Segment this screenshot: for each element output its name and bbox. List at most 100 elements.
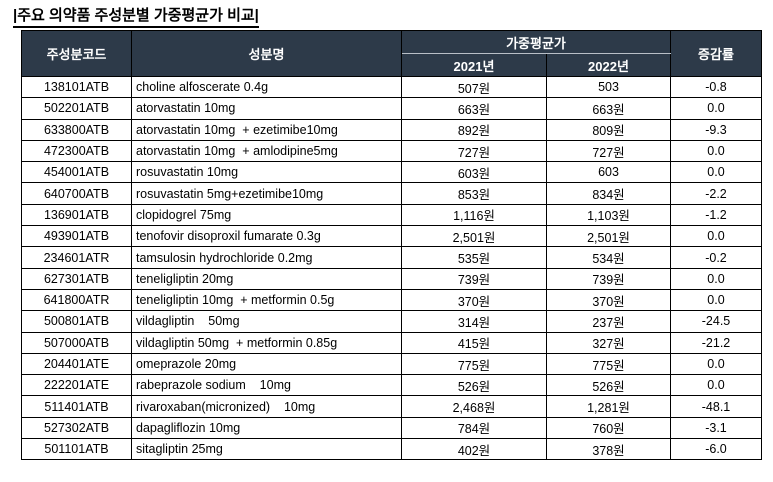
cell-price-2022: 834원	[546, 182, 671, 205]
header-code: 주성분코드	[21, 30, 132, 77]
cell-change-rate: -48.1	[670, 395, 762, 418]
cell-price-2021: 370원	[401, 288, 547, 312]
cell-code: 633800ATB	[21, 118, 132, 141]
cell-name: dapagliflozin 10mg	[131, 416, 402, 440]
table-row: 511401ATB rivaroxaban(micronized) 10mg 2,4…	[21, 395, 762, 418]
cell-code: 454001ATB	[21, 161, 132, 184]
cell-name: omeprazole 20mg	[131, 352, 402, 376]
cell-price-2022: 237원	[546, 310, 671, 333]
table-row: 501101ATB sitagliptin 25mg 402원 378원 -6.0	[21, 438, 762, 461]
cell-price-2021: 603원	[401, 161, 547, 184]
cell-name: tenofovir disoproxil fumarate 0.3g	[131, 225, 402, 248]
cell-name: rosuvastatin 10mg	[131, 161, 402, 184]
cell-code: 136901ATB	[21, 203, 132, 227]
table-row: 507000ATB vildagliptin 50mg + metformin 0…	[21, 331, 762, 354]
cell-change-rate: 0.0	[670, 267, 762, 290]
header-row-years: 2021년 2022년	[22, 53, 762, 77]
header-name: 성분명	[131, 30, 402, 77]
cell-code: 472300ATB	[21, 139, 132, 163]
cell-code: 138101ATB	[21, 75, 132, 99]
cell-change-rate: -0.8	[670, 75, 762, 99]
cell-change-rate: 0.0	[670, 352, 762, 376]
cell-price-2022: 526원	[546, 374, 671, 397]
cell-price-2022: 603	[546, 161, 671, 184]
cell-price-2022: 663원	[546, 97, 671, 120]
cell-price-2021: 853원	[401, 182, 547, 205]
cell-name: rivaroxaban(micronized) 10mg	[131, 395, 402, 418]
cell-price-2022: 760원	[546, 416, 671, 440]
cell-code: 640700ATB	[21, 182, 132, 205]
cell-price-2021: 1,116원	[401, 203, 547, 227]
cell-change-rate: -1.2	[670, 203, 762, 227]
cell-change-rate: -21.2	[670, 331, 762, 354]
header-year-2021: 2021년	[401, 53, 547, 77]
cell-price-2022: 370원	[546, 288, 671, 312]
cell-name: atorvastatin 10mg	[131, 97, 402, 120]
cell-change-rate: 0.0	[670, 161, 762, 184]
header-year-2022: 2022년	[546, 53, 671, 77]
cell-change-rate: 0.0	[670, 374, 762, 397]
cell-price-2021: 314원	[401, 310, 547, 333]
cell-code: 511401ATB	[21, 395, 132, 418]
cell-name: rabeprazole sodium 10mg	[131, 374, 402, 397]
cell-price-2022: 1,281원	[546, 395, 671, 418]
table-row: 502201ATB atorvastatin 10mg 663원 663원 0.0	[21, 97, 762, 120]
cell-change-rate: -2.2	[670, 182, 762, 205]
cell-change-rate: -6.0	[670, 438, 762, 461]
cell-price-2022: 739원	[546, 267, 671, 290]
cell-name: choline alfoscerate 0.4g	[131, 75, 402, 99]
cell-name: vildagliptin 50mg + metformin 0.85g	[131, 331, 402, 354]
cell-price-2022: 775원	[546, 352, 671, 376]
table-row: 136901ATB clopidogrel 75mg 1,116원 1,103원 -1.…	[21, 203, 762, 227]
cell-change-rate: 0.0	[670, 225, 762, 248]
table-row: 222201ATE rabeprazole sodium 10mg 526원 526원…	[21, 374, 762, 397]
cell-price-2021: 663원	[401, 97, 547, 120]
table-row: 527302ATB dapagliflozin 10mg 784원 760원 -3.1	[21, 416, 762, 440]
table-row: 138101ATB choline alfoscerate 0.4g 507원 503…	[21, 75, 762, 99]
cell-name: teneligliptin 10mg + metformin 0.5g	[131, 288, 402, 312]
cell-price-2022: 378원	[546, 438, 671, 461]
cell-price-2022: 727원	[546, 139, 671, 163]
cell-price-2022: 503	[546, 75, 671, 99]
cell-price-2021: 727원	[401, 139, 547, 163]
cell-code: 507000ATB	[21, 331, 132, 354]
table-row: 627301ATB teneligliptin 20mg 739원 739원 0.0	[21, 267, 762, 290]
cell-code: 501101ATB	[21, 438, 132, 461]
cell-price-2021: 739원	[401, 267, 547, 290]
cell-change-rate: -3.1	[670, 416, 762, 440]
cell-code: 234601ATR	[21, 246, 132, 269]
header-row-top: 주성분코드 성분명 가중평균가 증감률	[21, 30, 762, 77]
cell-code: 204401ATE	[21, 352, 132, 376]
table-header: 주성분코드 성분명 가중평균가 증감률 2021년 2022년	[21, 30, 762, 77]
cell-price-2022: 2,501원	[546, 225, 671, 248]
cell-code: 527302ATB	[21, 416, 132, 440]
table-row: 472300ATB atorvastatin 10mg + amlodipine5…	[21, 139, 762, 163]
cell-change-rate: 0.0	[670, 97, 762, 120]
header-change: 증감률	[670, 30, 762, 77]
cell-price-2021: 775원	[401, 352, 547, 376]
price-comparison-table: 주성분코드 성분명 가중평균가 증감률 2021년 2022년 138101AT…	[21, 30, 762, 461]
cell-change-rate: -0.2	[670, 246, 762, 269]
cell-price-2022: 534원	[546, 246, 671, 269]
cell-price-2021: 2,501원	[401, 225, 547, 248]
cell-name: vildagliptin 50mg	[131, 310, 402, 333]
table-row: 500801ATB vildagliptin 50mg 314원 237원 -24.5	[21, 310, 762, 333]
cell-price-2021: 2,468원	[401, 395, 547, 418]
cell-code: 502201ATB	[21, 97, 132, 120]
table-row: 454001ATB rosuvastatin 10mg 603원 603 0.0	[21, 161, 762, 184]
cell-code: 493901ATB	[21, 225, 132, 248]
cell-name: atorvastatin 10mg + amlodipine5mg	[131, 139, 402, 163]
header-price-group: 가중평균가	[401, 30, 671, 54]
table-row: 234601ATR tamsulosin hydrochloride 0.2mg 5…	[21, 246, 762, 269]
cell-price-2022: 327원	[546, 331, 671, 354]
cell-code: 500801ATB	[21, 310, 132, 333]
cell-change-rate: 0.0	[670, 139, 762, 163]
cell-code: 222201ATE	[21, 374, 132, 397]
cell-price-2021: 415원	[401, 331, 547, 354]
table-row: 640700ATB rosuvastatin 5mg+ezetimibe10mg 8…	[21, 182, 762, 205]
cell-change-rate: -9.3	[670, 118, 762, 141]
table-row: 204401ATE omeprazole 20mg 775원 775원 0.0	[21, 352, 762, 376]
cell-price-2021: 784원	[401, 416, 547, 440]
cell-change-rate: -24.5	[670, 310, 762, 333]
table-row: 641800ATR teneligliptin 10mg + metformin …	[21, 288, 762, 312]
